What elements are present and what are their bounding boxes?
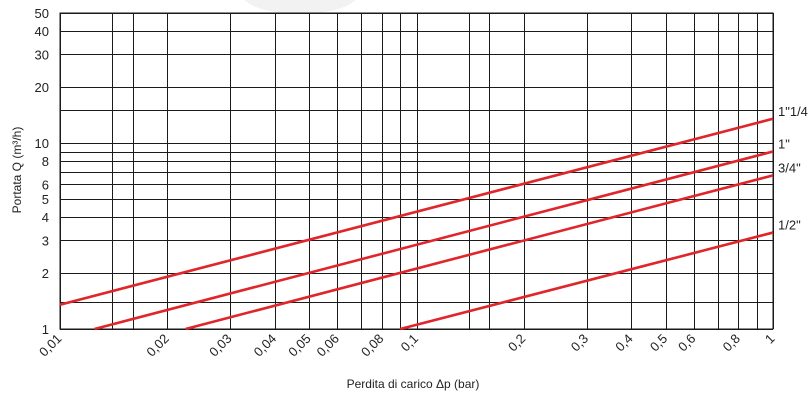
y-tick-label-20: 20 [35,80,49,95]
x-tick-label-0-08: 0,08 [358,331,387,360]
x-tick-label-0-6: 0,6 [675,331,698,354]
x-tick-label-0-06: 0,06 [313,331,342,360]
series-layer [59,117,774,331]
y-tick-label-2: 2 [42,266,49,281]
series-line-34 [185,174,774,331]
y-tick-label-10: 10 [35,136,49,151]
y-tick-label-8: 8 [42,154,49,169]
x-tick-label-0-03: 0,03 [206,331,235,360]
y-tick-label-4: 4 [42,210,49,225]
y-tick-label-5: 5 [42,192,49,207]
series-line-1 [94,150,774,331]
y-tick-label-1: 1 [42,322,49,337]
series-line-12 [399,231,774,331]
y-tick-label-3: 3 [42,233,49,248]
series-label-1: 1" [778,137,790,152]
series-line-114 [59,117,774,307]
series-label-12: 1/2" [778,218,801,233]
x-tick-label-0-3: 0,3 [568,331,591,354]
y-tick-label-6: 6 [42,177,49,192]
y-axis-label: Portata Q (m³/h) [10,127,24,214]
grid [60,13,774,330]
x-tick-label-0-8: 0,8 [720,331,743,354]
x-tick-label-0-1: 0,1 [398,331,421,354]
x-tick-label-0-02: 0,02 [143,331,172,360]
series-labels: 1"1/4 1" 3/4" 1/2" [778,104,808,233]
plot-frame [59,12,774,330]
x-tick-label-0-01: 0,01 [36,331,65,360]
y-tick-labels: 1 2 3 4 56 8 10 20 30 40 50 [35,6,49,337]
x-tick-label-0-4: 0,4 [612,331,635,354]
x-tick-label-0-04: 0,04 [251,331,280,360]
series-label-34: 3/4" [778,160,801,175]
background-logo-shape [244,0,356,14]
x-tick-label-1: 1 [762,331,778,347]
x-tick-label-0-05: 0,05 [285,331,314,360]
y-tick-label-50: 50 [35,6,49,21]
y-tick-label-40: 40 [35,24,49,39]
x-tick-labels: 0,01 0,02 0,03 0,04 0,05 0,06 0,08 0,1 0,2 0,3 0,4… [36,331,778,360]
series-label-114: 1"1/4 [778,104,808,119]
x-tick-label-0-5: 0,5 [647,331,670,354]
y-tick-label-30: 30 [35,47,49,62]
x-tick-label-0-2: 0,2 [505,331,528,354]
x-axis-label: Perdita di carico Δp (bar) [347,377,480,391]
